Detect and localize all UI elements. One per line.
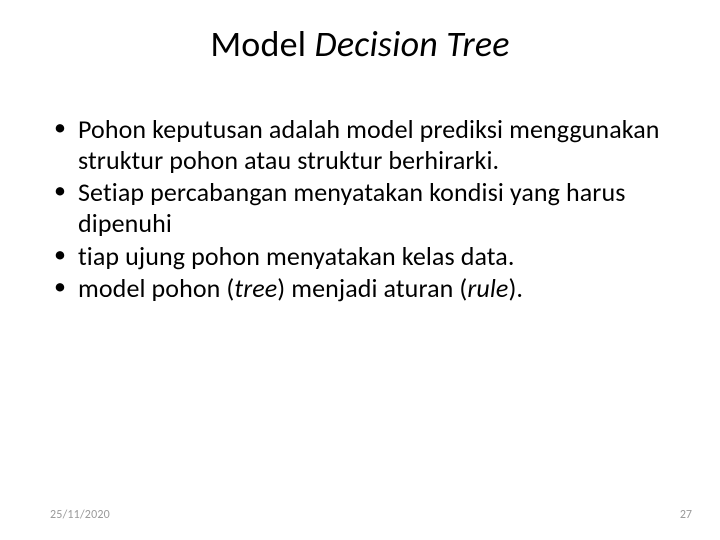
title-prefix: Model (210, 22, 314, 66)
bullet-text-part-italic: rule (467, 272, 508, 304)
bullet-text: Setiap percabangan menyatakan kondisi ya… (78, 176, 626, 239)
bullet-text-part: ) menjadi aturan ( (277, 272, 467, 304)
slide-title: Model Decision Tree (0, 0, 720, 76)
bullet-list: Pohon keputusan adalah model prediksi me… (0, 76, 720, 304)
list-item: Setiap percabangan menyatakan kondisi ya… (50, 177, 670, 238)
list-item: model pohon (tree) menjadi aturan (rule)… (50, 273, 670, 304)
slide: Model Decision Tree Pohon keputusan adal… (0, 0, 720, 540)
bullet-text: Pohon keputusan adalah model prediksi me… (78, 113, 660, 176)
slide-footer: 25/11/2020 27 (0, 508, 720, 522)
bullet-text-part: model pohon ( (78, 272, 234, 304)
title-italic: Decision Tree (315, 22, 510, 66)
footer-date: 25/11/2020 (50, 508, 110, 522)
list-item: tiap ujung pohon menyatakan kelas data. (50, 241, 670, 272)
footer-page-number: 27 (680, 508, 692, 522)
bullet-text-part-italic: tree (234, 272, 277, 304)
bullet-text: tiap ujung pohon menyatakan kelas data. (78, 240, 515, 272)
bullet-text-part: ). (508, 272, 523, 304)
list-item: Pohon keputusan adalah model prediksi me… (50, 114, 670, 175)
